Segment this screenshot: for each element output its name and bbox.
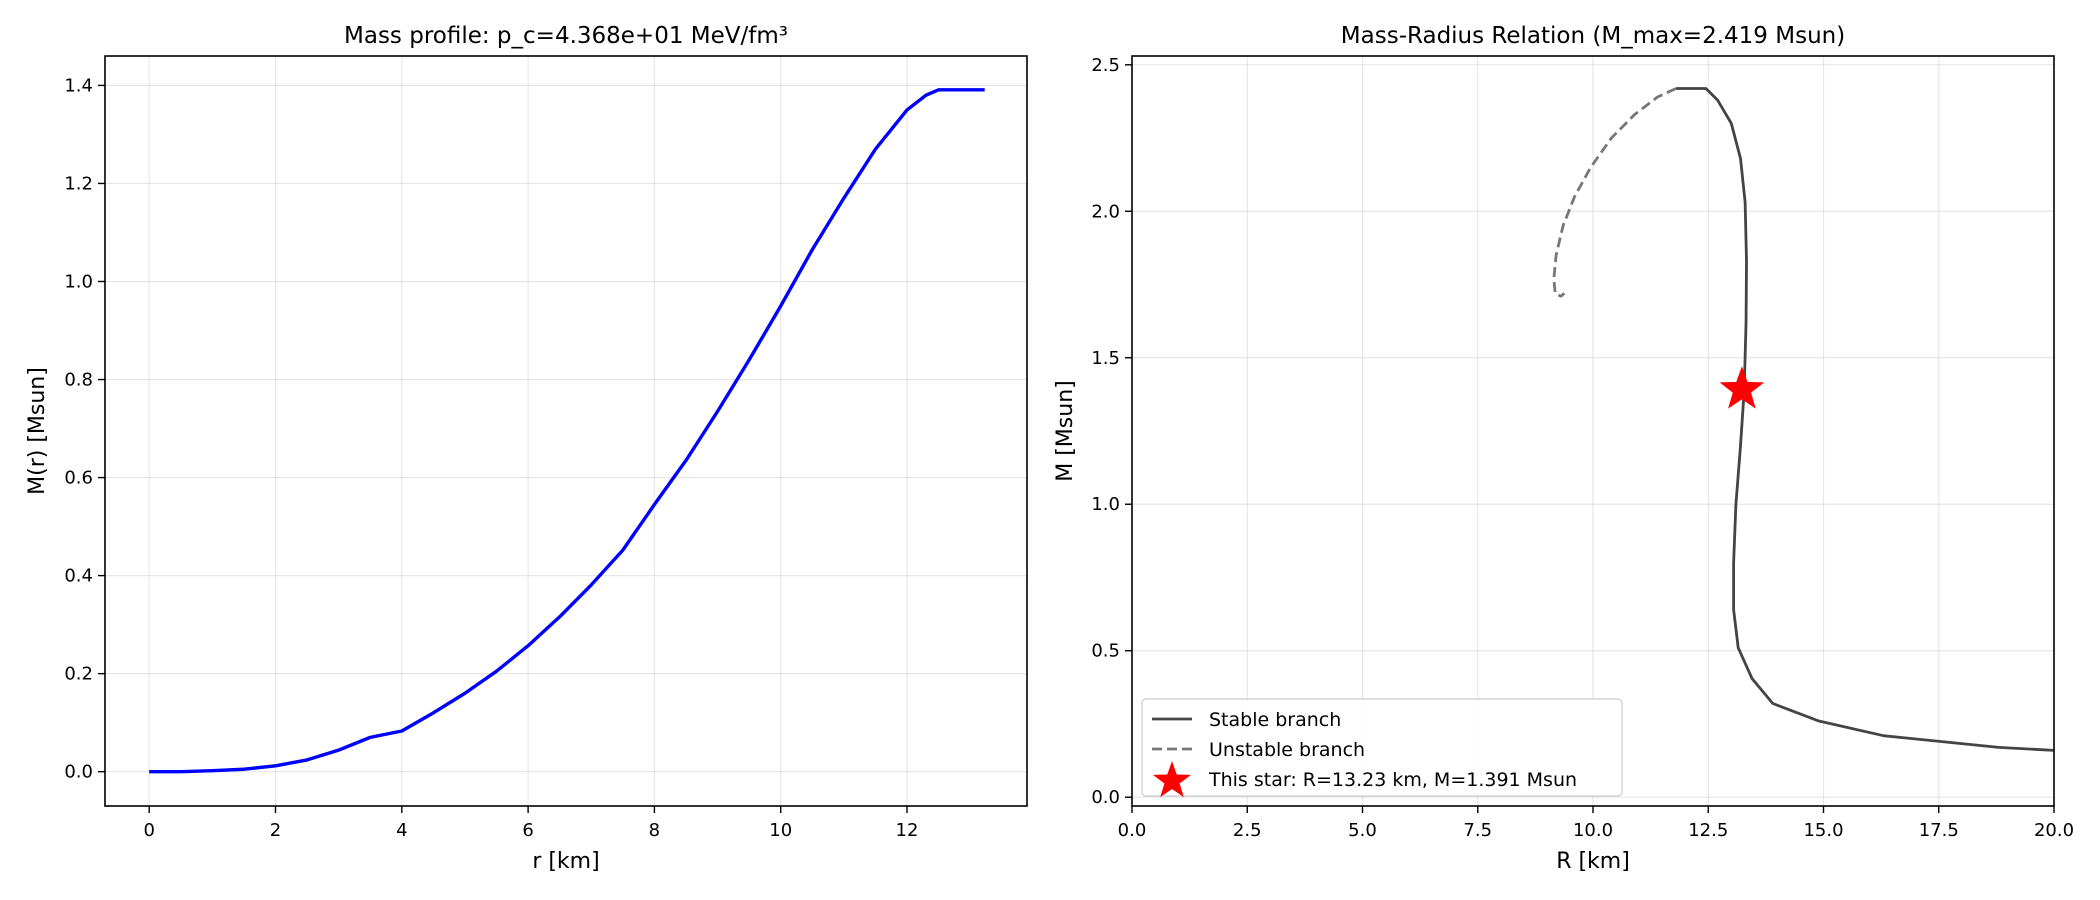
legend-box	[1141, 698, 1623, 797]
y-axis-label: M [Msun]	[1053, 380, 1078, 481]
x-tick-label: 7.5	[1463, 820, 1492, 841]
y-tick-label: 1.0	[64, 271, 93, 292]
legend-star-swatch	[1152, 761, 1192, 798]
mass-radius-chart: Mass-Radius Relation (M_max=2.419 Msun) …	[1053, 23, 2074, 874]
plot-frame	[1131, 55, 2055, 807]
series-line	[1552, 87, 1677, 298]
x-tick-label: 8	[649, 820, 660, 841]
grid-lines	[105, 56, 1027, 806]
highlight-star-marker	[1719, 366, 1765, 409]
y-axis-label: M(r) [Msun]	[25, 367, 50, 495]
plot-frame	[104, 55, 1028, 807]
y-tick-label: 0.6	[64, 468, 93, 489]
chart-title: Mass profile: p_c=4.368e+01 MeV/fm³	[344, 23, 788, 49]
grid-lines	[1131, 56, 2055, 806]
x-tick-label: 0.0	[1118, 820, 1147, 841]
x-tick-label: 12	[896, 820, 919, 841]
y-tick-label: 0.4	[64, 566, 93, 587]
x-axis-label: r [km]	[532, 849, 599, 874]
series-line	[1675, 87, 2055, 752]
x-tick-label: 0	[143, 820, 154, 841]
y-tick-label: 2.0	[1091, 201, 1120, 222]
x-tick-label: 20.0	[2034, 820, 2074, 841]
x-axis-label: R [km]	[1556, 849, 1630, 874]
legend: Stable branch Unstable branch This star: R…	[1141, 698, 1623, 798]
x-tick-label: 10	[769, 820, 792, 841]
x-tick-label: 2	[270, 820, 281, 841]
legend-label: This star: R=13.23 km, M=1.391 Msun	[1208, 769, 1577, 791]
y-tick-label: 0.0	[64, 762, 93, 783]
y-tick-label: 0.0	[1091, 787, 1120, 808]
x-tick-label: 12.5	[1688, 820, 1728, 841]
y-tick-label: 0.8	[64, 370, 93, 391]
x-tick-label: 17.5	[1919, 820, 1959, 841]
x-tick-label: 6	[522, 820, 533, 841]
x-tick-label: 4	[396, 820, 407, 841]
legend-label: Stable branch	[1209, 709, 1341, 731]
y-tick-label: 0.2	[64, 664, 93, 685]
y-tick-label: 0.5	[1091, 641, 1120, 662]
y-tick-label: 1.2	[64, 173, 93, 194]
y-tick-label: 1.4	[64, 75, 93, 96]
x-tick-label: 15.0	[1803, 820, 1843, 841]
y-tick-label: 1.5	[1091, 348, 1120, 369]
x-tick-label: 10.0	[1573, 820, 1613, 841]
x-tick-label: 5.0	[1348, 820, 1377, 841]
legend-label: Unstable branch	[1209, 739, 1365, 761]
y-tick-label: 2.5	[1091, 55, 1120, 76]
x-tick-label: 2.5	[1233, 820, 1262, 841]
mass-profile-chart: Mass profile: p_c=4.368e+01 MeV/fm³ r [k…	[25, 23, 1028, 874]
chart-title: Mass-Radius Relation (M_max=2.419 Msun)	[1341, 23, 1845, 49]
y-tick-label: 1.0	[1091, 494, 1120, 515]
series-line	[149, 88, 985, 774]
